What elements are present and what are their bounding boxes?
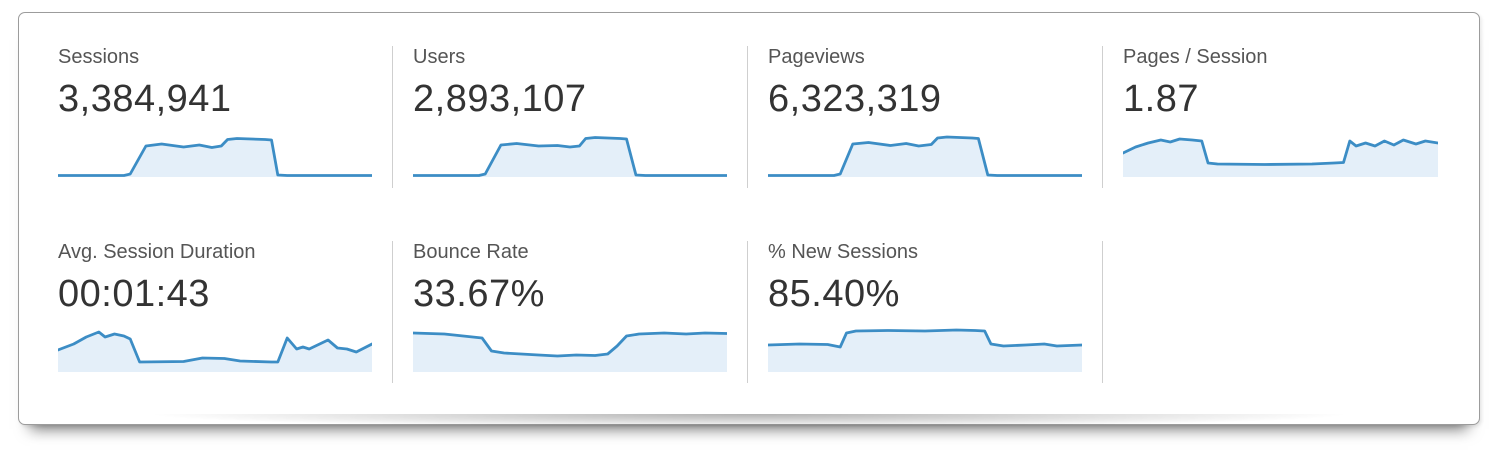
metric-label: Sessions (58, 46, 140, 68)
avg-session-duration-sparkline-chart (58, 324, 372, 374)
sessions-sparkline-chart (58, 129, 372, 179)
metric-card-pages-per-session: Pages / Session 1.87 (1103, 46, 1458, 188)
metrics-row-1: Sessions 3,384,941 Users 2,893,107 Pagev… (19, 46, 1479, 188)
metric-value: 1.87 (1123, 78, 1199, 120)
analytics-summary-panel: Sessions 3,384,941 Users 2,893,107 Pagev… (18, 12, 1480, 440)
metric-card-users: Users 2,893,107 (393, 46, 748, 188)
metric-card-percent-new-sessions: % New Sessions 85.40% (748, 241, 1103, 383)
metric-label: Pages / Session (1123, 46, 1268, 68)
metric-value: 33.67% (413, 273, 545, 315)
empty-metric-slot (1103, 241, 1458, 383)
metric-value: 2,893,107 (413, 78, 587, 120)
metric-label: Users (413, 46, 466, 68)
users-sparkline-chart (413, 129, 727, 179)
metric-label: % New Sessions (768, 241, 919, 263)
metric-card-pageviews: Pageviews 6,323,319 (748, 46, 1103, 188)
pageviews-sparkline-chart (768, 129, 1082, 179)
metric-label: Avg. Session Duration (58, 241, 256, 263)
pages-per-session-sparkline-chart (1123, 129, 1438, 179)
metric-card-bounce-rate: Bounce Rate 33.67% (393, 241, 748, 383)
percent-new-sessions-sparkline-chart (768, 324, 1082, 374)
metric-label: Pageviews (768, 46, 865, 68)
metrics-row-2: Avg. Session Duration 00:01:43 Bounce Ra… (19, 241, 1479, 383)
metric-value: 00:01:43 (58, 273, 210, 315)
metric-value: 3,384,941 (58, 78, 232, 120)
bounce-rate-sparkline-chart (413, 324, 727, 374)
metric-label: Bounce Rate (413, 241, 529, 263)
metric-card-avg-session-duration: Avg. Session Duration 00:01:43 (19, 241, 393, 383)
metric-card-sessions: Sessions 3,384,941 (19, 46, 393, 188)
metric-value: 6,323,319 (768, 78, 942, 120)
metric-value: 85.40% (768, 273, 900, 315)
